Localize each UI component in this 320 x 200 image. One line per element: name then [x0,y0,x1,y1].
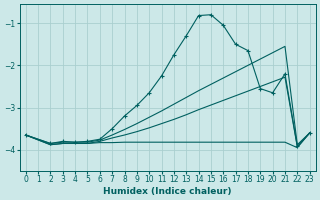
X-axis label: Humidex (Indice chaleur): Humidex (Indice chaleur) [103,187,232,196]
